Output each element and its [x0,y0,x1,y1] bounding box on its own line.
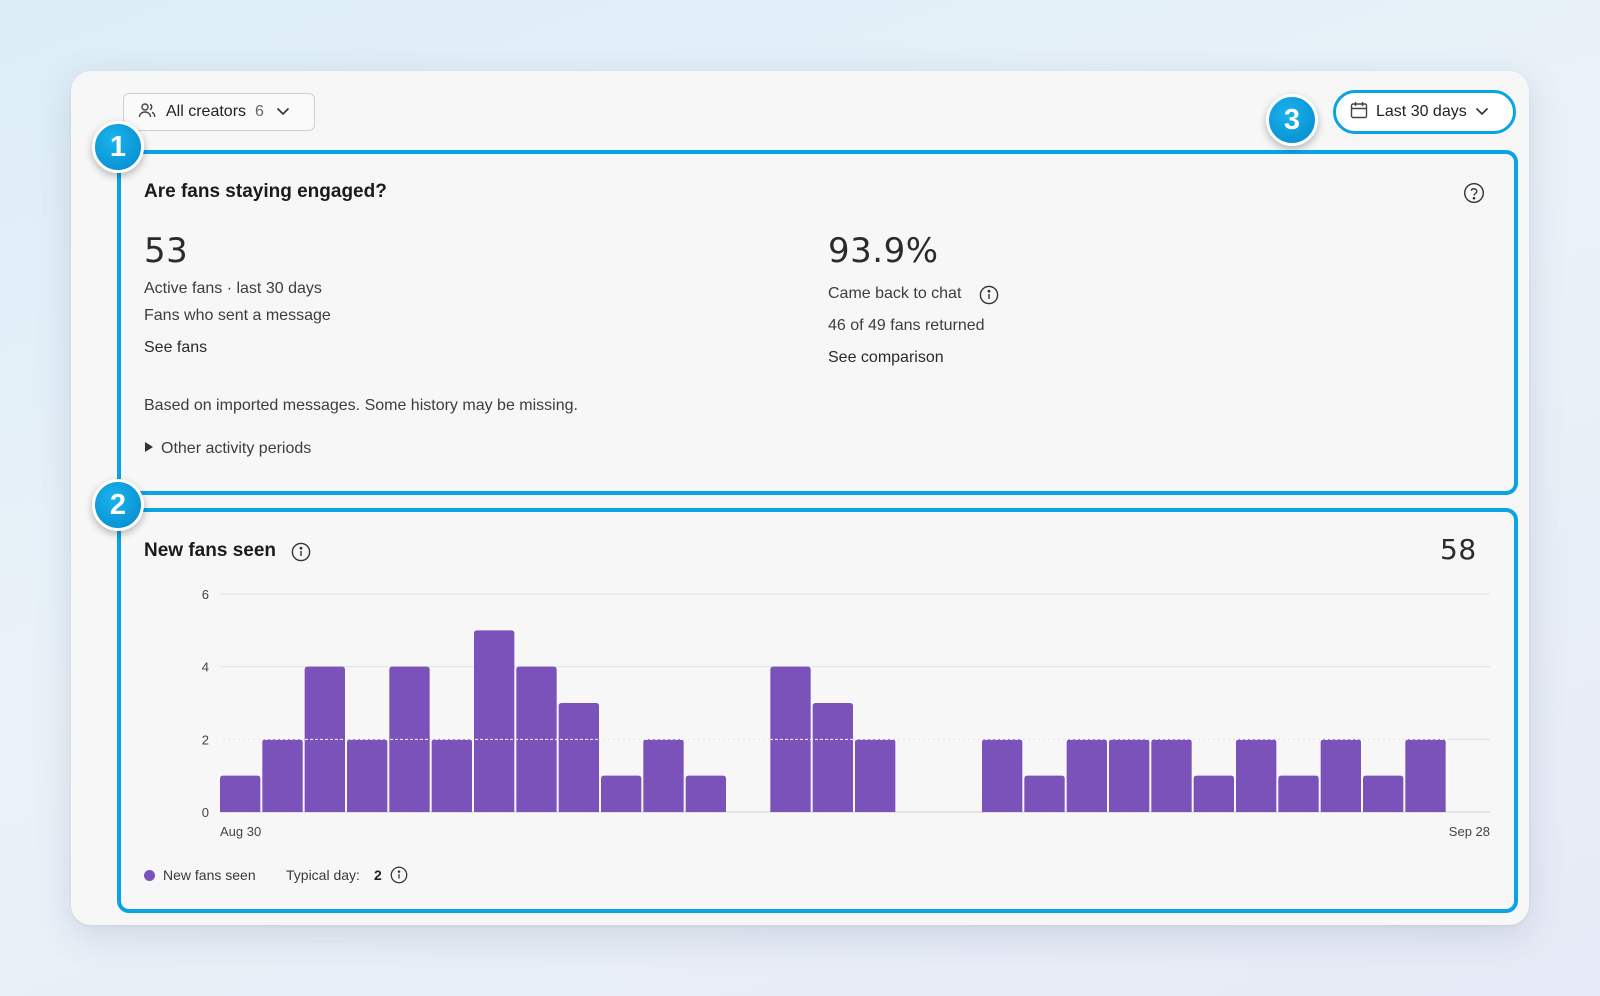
bar[interactable] [389,666,430,812]
return-rate-description: 46 of 49 fans returned [828,317,985,334]
people-icon [138,102,156,123]
help-icon[interactable] [1463,182,1485,209]
creators-count: 6 [255,103,264,120]
new-fans-highlight [117,508,1518,913]
bar[interactable] [982,739,1023,812]
data-note: Based on imported messages. Some history… [144,397,578,414]
bar[interactable] [558,703,599,812]
info-icon[interactable] [390,866,408,889]
x-tick-label-last: Sep 28 [1449,824,1490,839]
info-icon[interactable] [979,285,999,310]
bar[interactable] [347,739,388,812]
new-fans-total: 58 [1440,533,1477,566]
active-fans-value: 53 [144,231,189,271]
bar[interactable] [1363,775,1404,812]
bar[interactable] [1320,739,1361,812]
y-tick-label: 0 [202,805,209,820]
bar[interactable] [812,703,853,812]
caret-right-icon [144,440,154,458]
bar[interactable] [474,630,515,812]
bar[interactable] [1024,775,1065,812]
creators-filter-label: All creators [166,103,247,120]
see-comparison-link[interactable]: See comparison [828,349,944,366]
step-badge-3: 3 [1266,94,1318,146]
bar[interactable] [643,739,684,812]
date-range-label: Last 30 days [1376,103,1467,120]
bar[interactable] [220,775,261,812]
bar[interactable] [262,739,303,812]
creators-filter-dropdown[interactable]: All creators 6 [123,93,315,131]
x-tick-label-first: Aug 30 [220,824,261,839]
bar[interactable] [1066,739,1107,812]
y-tick-label: 4 [202,660,209,675]
date-range-dropdown[interactable]: Last 30 days [1333,90,1516,134]
return-rate-label: Came back to chat [828,285,962,302]
legend-label: New fans seen [163,867,256,883]
bar[interactable] [685,775,726,812]
bar[interactable] [1109,739,1150,812]
step-badge-1: 1 [92,121,144,173]
bar[interactable] [1405,739,1446,812]
y-tick-label: 6 [202,587,209,602]
chevron-down-icon [276,103,290,121]
bar[interactable] [1151,739,1192,812]
legend-swatch [144,870,155,881]
new-fans-title: New fans seen [144,540,276,561]
engagement-title: Are fans staying engaged? [144,181,387,202]
bar[interactable] [304,666,345,812]
active-fans-label: Active fans · last 30 days [144,280,322,297]
bar[interactable] [1236,739,1277,812]
active-fans-description: Fans who sent a message [144,307,331,324]
typical-day-value: 2 [374,867,382,883]
other-activity-disclosure[interactable]: Other activity periods [144,440,311,458]
step-badge-2: 2 [92,479,144,531]
bar[interactable] [855,739,896,812]
engagement-highlight [117,150,1518,495]
calendar-icon [1350,101,1368,124]
return-rate-value: 93.9% [828,231,939,271]
chevron-down-icon [1475,103,1489,121]
see-fans-link[interactable]: See fans [144,339,208,356]
typical-day-label: Typical day: [286,867,360,883]
bar[interactable] [601,775,642,812]
bar[interactable] [431,739,472,812]
bar[interactable] [1193,775,1234,812]
bar[interactable] [1278,775,1319,812]
other-activity-label: Other activity periods [161,440,312,457]
y-tick-label: 2 [202,732,209,747]
info-icon[interactable] [291,542,311,567]
